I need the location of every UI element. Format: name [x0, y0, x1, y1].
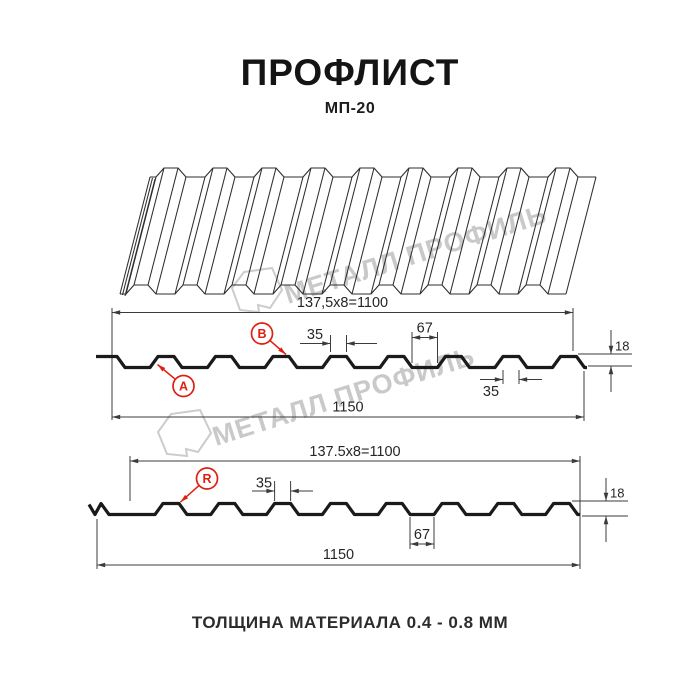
- dim-coverage-top: 137,5x8=1100: [297, 295, 388, 311]
- sheet-3d-view: [119, 167, 597, 297]
- profile-bottom-cross-section: [87, 456, 628, 569]
- point-label-markers: [157, 322, 287, 503]
- point-label-a: A: [179, 380, 188, 394]
- dim-valley-width-bottom: 67: [414, 527, 430, 543]
- material-thickness-note: ТОЛЩИНА МАТЕРИАЛА 0.4 - 0.8 ММ: [191, 613, 509, 632]
- watermark-text-1: МЕТАЛЛ ПРОФИЛЬ: [281, 199, 551, 310]
- dim-rib-top-width-bottom: 35: [256, 476, 272, 492]
- watermark-logo-2: [156, 408, 213, 458]
- dim-overall-width-top: 1150: [332, 400, 363, 416]
- page-title: ПРОФЛИСТ: [240, 52, 460, 93]
- dim-height-top: 18: [615, 339, 629, 354]
- profile-top-cross-section: [96, 308, 632, 421]
- point-label-r: R: [202, 472, 211, 486]
- point-label-b: B: [257, 327, 266, 341]
- dim-rib-bottom-width-top: 35: [483, 384, 499, 400]
- dim-height-bottom: 18: [610, 486, 624, 501]
- dim-overall-width-bottom: 1150: [323, 547, 354, 563]
- watermark-logo-1: [230, 266, 284, 314]
- dim-coverage-bottom: 137.5x8=1100: [309, 444, 400, 460]
- dim-rib-top-width-top: 35: [307, 327, 323, 343]
- profile-model-subtitle: МП-20: [324, 100, 376, 117]
- dim-valley-width-top: 67: [417, 321, 433, 337]
